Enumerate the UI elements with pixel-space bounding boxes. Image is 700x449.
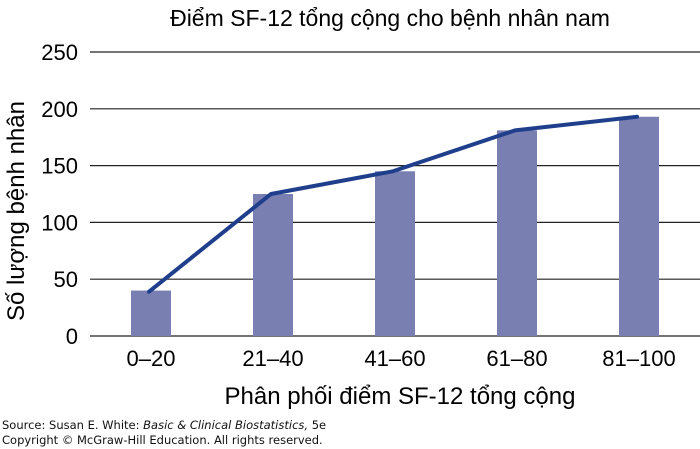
x-tick-21–40: 21–40 (242, 346, 303, 371)
x-axis-label: Phân phối điểm SF-12 tổng cộng (225, 383, 576, 410)
x-tick-0–20: 0–20 (127, 346, 176, 371)
bars (131, 116, 659, 336)
x-tick-81–100: 81–100 (602, 346, 675, 371)
chart: Điểm SF-12 tổng cộng cho bệnh nhân nam 0… (3, 5, 700, 410)
source-edition: 5e (308, 418, 327, 432)
source-prefix: Source: Susan E. White: (2, 418, 144, 432)
y-tick-50: 50 (54, 267, 78, 292)
source-credit: Source: Susan E. White: Basic & Clinical… (2, 418, 326, 448)
source-book-title: Basic & Clinical Biostatistics, (143, 418, 309, 432)
trend-line-group (147, 114, 639, 294)
y-tick-0: 0 (66, 324, 78, 349)
bar-61–80 (497, 130, 537, 336)
source-line: Source: Susan E. White: Basic & Clinical… (2, 418, 326, 433)
x-tick-61–80: 61–80 (486, 346, 547, 371)
bar-21–40 (253, 194, 293, 336)
bar-0–20 (131, 290, 171, 336)
x-tick-labels: 0–20 21–40 41–60 61–80 81–100 (127, 346, 676, 371)
y-tick-labels: 0 50 100 150 200 250 (41, 40, 78, 349)
y-tick-100: 100 (41, 210, 78, 235)
y-tick-250: 250 (41, 40, 78, 65)
chart-title: Điểm SF-12 tổng cộng cho bệnh nhân nam (170, 5, 610, 31)
copyright-line: Copyright © McGraw-Hill Education. All r… (2, 433, 323, 447)
bar-81–100 (619, 116, 659, 336)
bar-41–60 (375, 171, 415, 336)
trend-line (147, 114, 639, 294)
x-tick-41–60: 41–60 (364, 346, 425, 371)
y-axis-label: Số lượng bệnh nhân (3, 101, 30, 321)
y-tick-150: 150 (41, 154, 78, 179)
y-tick-200: 200 (41, 97, 78, 122)
